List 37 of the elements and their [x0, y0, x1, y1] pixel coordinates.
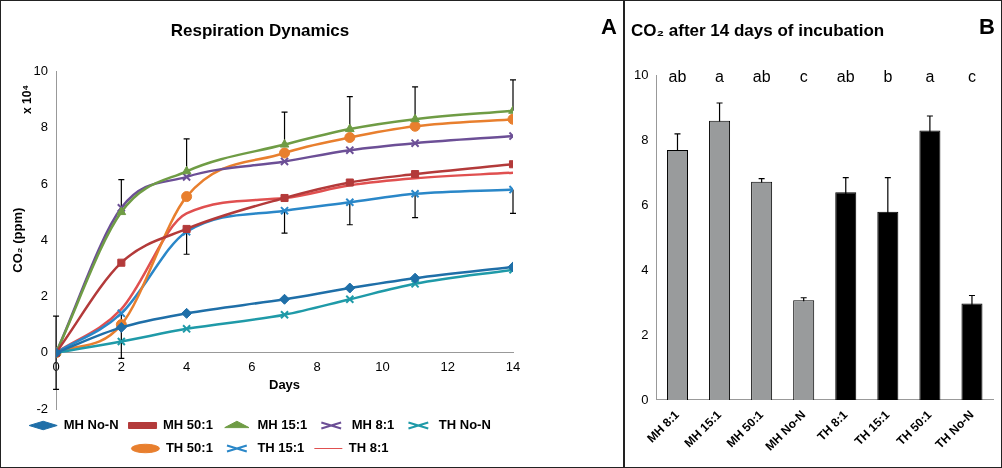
y-tick-label: 0 [40, 344, 49, 360]
text: x 10⁴ [20, 84, 35, 115]
chart-title: CO₂ after 14 days of incubation [631, 20, 885, 40]
text: B [979, 14, 995, 40]
y-tick-label: 4 [641, 261, 649, 277]
annotation: c [799, 67, 808, 85]
annotation: ab [668, 67, 687, 85]
y-tick-label: 8 [40, 119, 49, 135]
y-tick-label: 0 [641, 391, 649, 407]
y-tick-label: 6 [641, 196, 649, 212]
y-tick-label: 10 [633, 66, 649, 82]
y-tick-label: 2 [641, 326, 649, 342]
annotation: b [883, 67, 893, 85]
x-axis-title: Days [268, 376, 301, 392]
y-tick-label: 2 [40, 288, 49, 304]
x-tick-label: 2 [117, 359, 125, 375]
x-tick-label: 10 [375, 359, 390, 375]
y-tick-label: -2 [36, 400, 49, 416]
x-tick-label: TH 8:1 [814, 407, 851, 444]
annotation: a [715, 67, 725, 85]
x-tick-label: 6 [248, 359, 256, 375]
y-axis-title: CO₂ (ppm) [10, 207, 26, 273]
x-tick-label: 8 [313, 359, 321, 375]
x-tick-label: 12 [440, 359, 455, 375]
x-tick-label: MH 8:1 [644, 407, 683, 446]
y-tick-label: 10 [33, 62, 49, 78]
annotation: ab [836, 67, 855, 85]
y-tick-label: 8 [641, 131, 649, 147]
text: A [601, 14, 618, 40]
annotation: a [925, 67, 935, 85]
x-tick-label: 4 [183, 359, 191, 375]
y-tick-label: 4 [40, 231, 49, 247]
annotation: ab [752, 67, 771, 85]
y-tick-label: 6 [40, 175, 49, 191]
x-tick-label: 14 [505, 359, 521, 375]
annotation: c [967, 67, 976, 85]
chart-title: Respiration Dynamics [170, 20, 350, 40]
